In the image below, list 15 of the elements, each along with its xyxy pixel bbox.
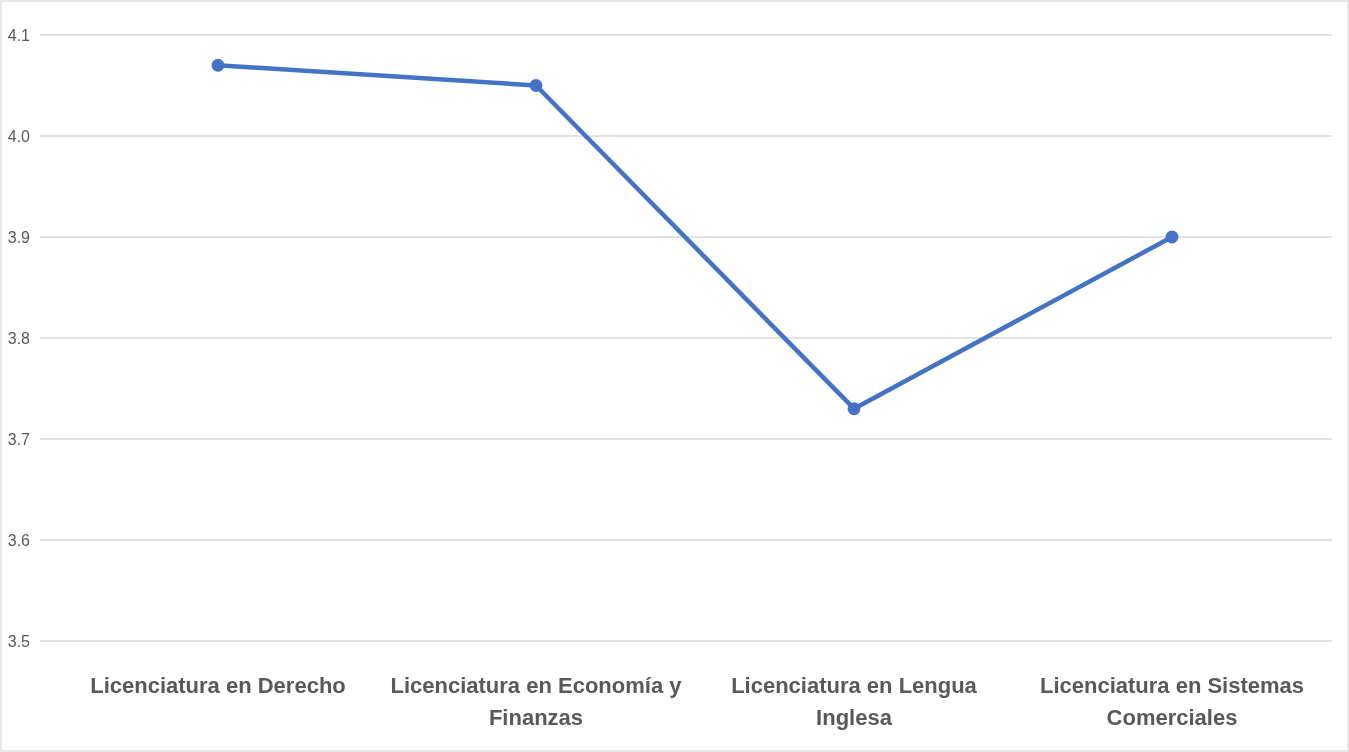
point: [1165, 230, 1179, 244]
x-tick-label: Licenciatura en Derecho: [90, 673, 346, 698]
point: [847, 402, 861, 416]
x-tick-label: Licenciatura en Lengua Inglesa: [731, 673, 978, 730]
y-tick-label: 4.0: [7, 127, 31, 145]
y-tick-label: 3.6: [7, 531, 31, 549]
point: [529, 79, 543, 92]
point: [211, 58, 225, 72]
x-tick-label: Licenciatura en Economía y Finanzas: [390, 673, 683, 730]
y-tick-label: 3.7: [7, 430, 31, 448]
y-tick-label: 3.9: [7, 228, 31, 246]
y-tick-label: 3.5: [7, 632, 31, 650]
x-tick-label: Licenciatura en Sistemas Comerciales: [1039, 673, 1305, 730]
y-tick-label: 4.1: [7, 26, 31, 44]
y-tick-label: 3.8: [7, 329, 31, 347]
